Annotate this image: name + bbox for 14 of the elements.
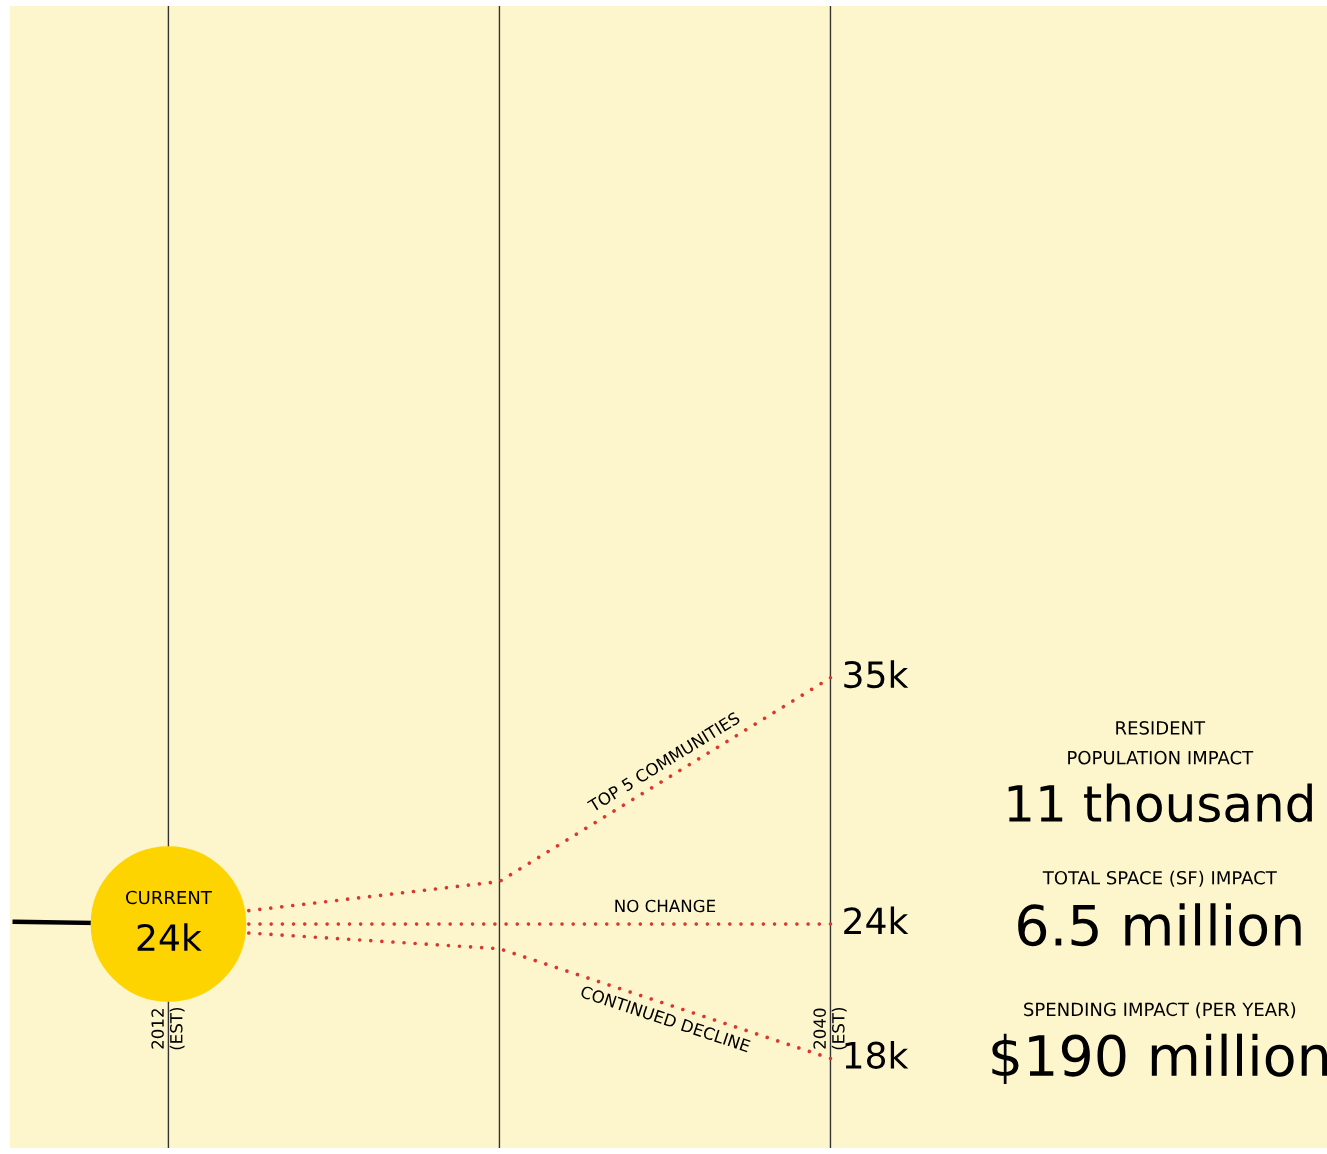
data-label: 18k <box>845 1040 909 1069</box>
annotation: RESIDENT POPULATION IMPACT <box>1068 721 1254 765</box>
series-label: NO CHANGE <box>615 899 716 913</box>
x-tick-label: 2012 (EST) <box>151 1007 185 1050</box>
series-label: CURRENT <box>126 890 212 905</box>
annotation: SPENDING IMPACT (PER YEAR) <box>1024 1002 1296 1019</box>
data-label: 24k <box>844 906 909 935</box>
annotation: 6.5 million <box>1018 903 1301 947</box>
annotation: $190 million <box>992 1033 1327 1085</box>
x-tick-label: 2040 (EST) <box>813 1007 847 1050</box>
annotation: TOTAL SPACE (SF) IMPACT <box>1042 870 1277 887</box>
data-label: 24k <box>137 923 202 951</box>
data-label: 35k <box>844 660 909 689</box>
annotation: 11 thousand <box>1008 783 1312 823</box>
